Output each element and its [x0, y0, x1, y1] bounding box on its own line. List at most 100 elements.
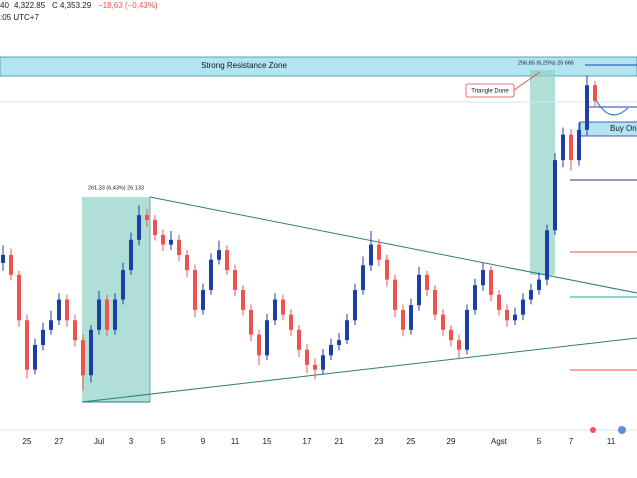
triangle-upper: [149, 196, 637, 294]
x-tick-label: 7: [569, 437, 574, 446]
candle-body: [161, 235, 165, 245]
x-tick-label: 5: [161, 437, 166, 446]
candle-body: [249, 309, 253, 335]
measure-label: 256,65 (6,25%) 25 665: [518, 60, 574, 66]
candle-body: [25, 320, 29, 370]
candle-body: [337, 340, 341, 345]
candle-body: [561, 134, 565, 161]
x-tick-label: 11: [607, 437, 616, 446]
callout-label: Triangle Done: [471, 89, 509, 95]
candle-body: [465, 309, 469, 350]
event-icon[interactable]: [618, 426, 626, 434]
candle-body: [593, 85, 597, 101]
candle-body: [233, 270, 237, 290]
candle-body: [193, 270, 197, 310]
candle-body: [553, 160, 557, 231]
candle-body: [457, 340, 461, 350]
candle-body: [73, 320, 77, 341]
zone-label: Strong Resistance Zone: [201, 61, 287, 70]
event-icon[interactable]: [590, 427, 596, 433]
candle-body: [313, 364, 317, 370]
header-change: −18,63 (−0,43%): [98, 1, 158, 10]
x-tick-label: 23: [375, 437, 384, 446]
candle-body: [497, 294, 501, 310]
candle-body: [353, 289, 357, 321]
candle-body: [153, 219, 157, 236]
candle-body: [209, 259, 213, 290]
x-tick-label: 25: [407, 437, 416, 446]
x-tick-label: 27: [55, 437, 64, 446]
candle-body: [177, 239, 181, 255]
candle-body: [377, 244, 381, 260]
candle-body: [81, 340, 85, 376]
candle-body: [401, 309, 405, 330]
candle-body: [545, 230, 549, 280]
candle-body: [345, 320, 349, 341]
projection-arrow: [595, 99, 629, 116]
candle-body: [425, 274, 429, 290]
candle-body: [121, 270, 125, 300]
candle-body: [369, 244, 373, 266]
candle-body: [449, 329, 453, 341]
candle-body: [385, 259, 389, 280]
candle-body: [225, 250, 229, 271]
x-tick-label: 11: [231, 437, 240, 446]
candle-body: [9, 254, 13, 275]
candle-body: [145, 215, 149, 220]
candle-body: [129, 239, 133, 271]
x-tick-label: 25: [23, 437, 32, 446]
callout-pointer: [513, 71, 541, 91]
candle-body: [409, 305, 413, 330]
x-tick-label: 17: [303, 437, 312, 446]
x-tick-label: 3: [129, 437, 134, 446]
candle-body: [305, 349, 309, 365]
candle-body: [57, 299, 61, 321]
x-tick-label: Jul: [94, 437, 104, 446]
header-close: C 4,353.29: [52, 1, 92, 10]
candle-body: [537, 279, 541, 290]
x-tick-label: 29: [447, 437, 456, 446]
candle-body: [65, 299, 69, 321]
candle-body: [169, 239, 173, 245]
candle-body: [297, 329, 301, 350]
candle-body: [33, 344, 37, 370]
candle-body: [281, 299, 285, 315]
candle-body: [289, 314, 293, 330]
x-tick-label: 9: [201, 437, 206, 446]
candle-body: [585, 85, 589, 130]
candle-body: [321, 355, 325, 370]
candle-body: [241, 289, 245, 310]
candle-body: [265, 320, 269, 356]
candle-body: [273, 299, 277, 321]
candle-body: [257, 334, 261, 356]
candle-body: [577, 129, 581, 161]
candle-body: [329, 344, 333, 356]
candle-body: [201, 289, 205, 310]
candle-body: [361, 265, 365, 290]
candle-body: [433, 289, 437, 315]
candle-body: [137, 215, 141, 240]
header-timezone: :05 UTC+7: [0, 13, 39, 22]
candle-body: [569, 134, 573, 161]
candle-body: [217, 250, 221, 260]
candle-body: [481, 270, 485, 286]
candle-body: [185, 254, 189, 271]
resistance-zone: [0, 56, 637, 77]
candle-body: [473, 285, 477, 310]
header-open: 40: [0, 1, 9, 10]
candle-body: [17, 274, 21, 321]
x-tick-label: Agst: [491, 437, 508, 446]
measure-label: 261,33 (6,43%) 26 133: [88, 185, 144, 191]
callout-box: [465, 83, 515, 98]
x-tick-label: 5: [537, 437, 542, 446]
candle-body: [441, 314, 445, 330]
x-tick-label: 21: [335, 437, 344, 446]
x-tick-label: 15: [263, 437, 272, 446]
candle-body: [489, 270, 493, 295]
candle-body: [105, 299, 109, 330]
candle-body: [393, 279, 397, 310]
buy-label: Buy On D: [610, 124, 637, 133]
candle-body: [521, 299, 525, 315]
